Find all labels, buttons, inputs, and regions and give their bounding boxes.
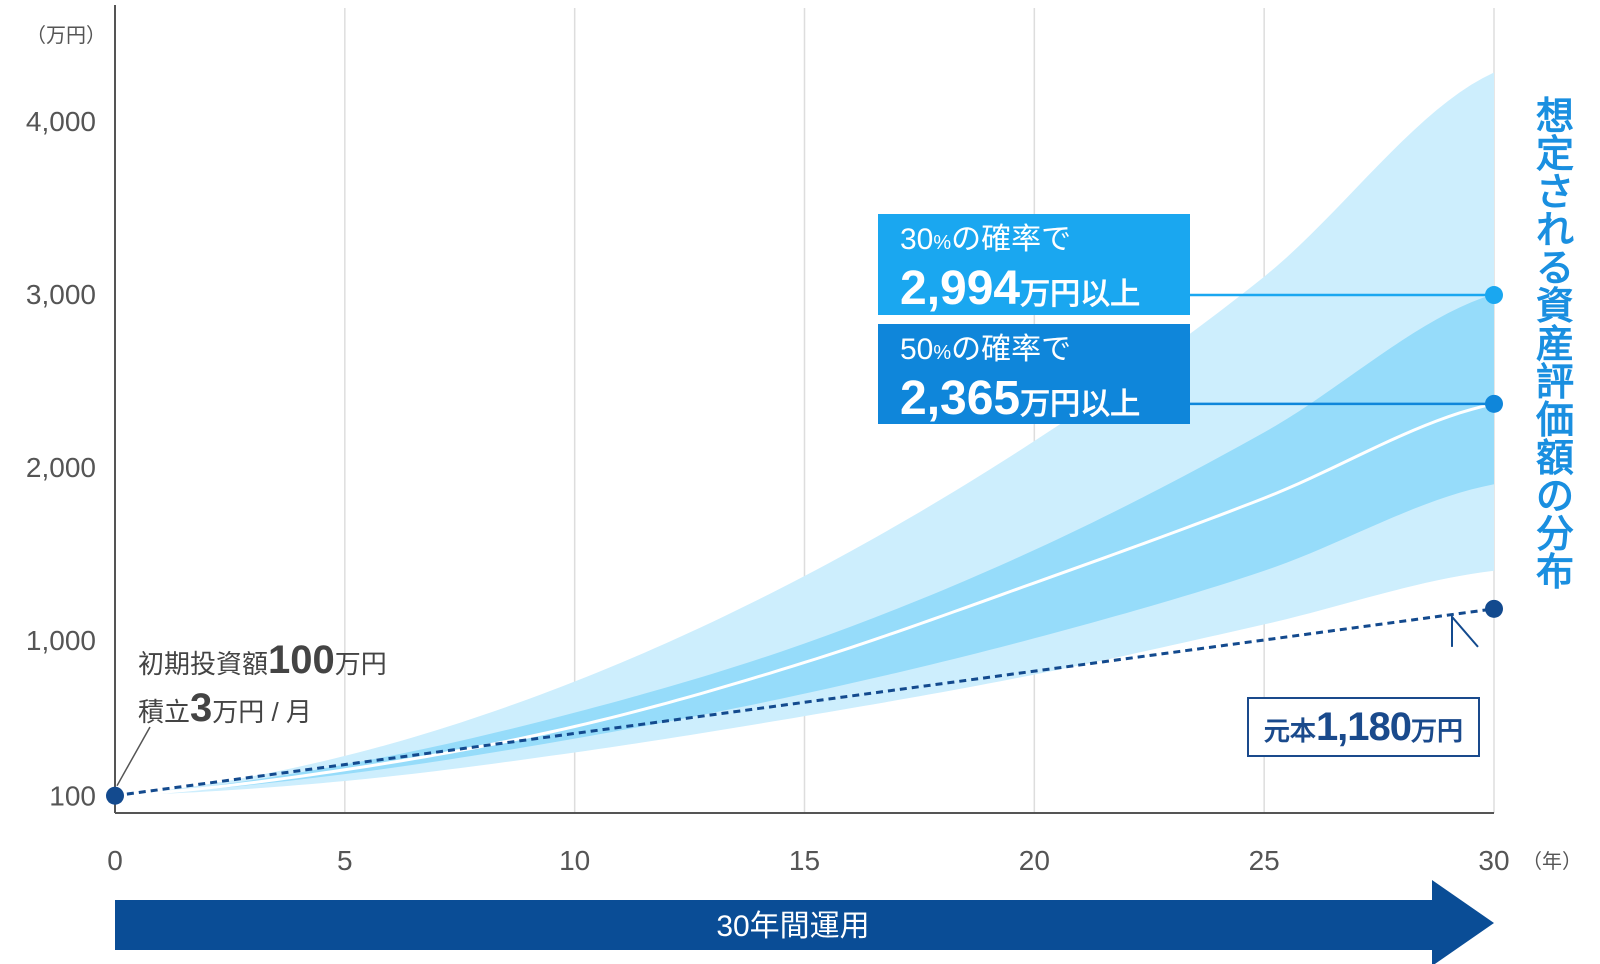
x-tick-label-25: 25 — [1249, 845, 1280, 876]
callout-connectors — [106, 286, 1503, 805]
principal-label: 元本1,180万円 — [1247, 697, 1480, 757]
distribution-label: 想定される資産評価額の分布 — [1533, 98, 1577, 592]
callout-50-prefix: 50 — [900, 333, 934, 366]
distribution-label-char: 産 — [1535, 324, 1574, 366]
distribution-bands — [115, 72, 1494, 796]
distribution-label-char: さ — [1535, 172, 1574, 214]
point-30-percent — [1485, 286, 1503, 305]
distribution-label-char: 額 — [1535, 438, 1574, 480]
y-tick-label-2000: 2,000 — [26, 452, 96, 483]
start-monthly-label: 積立 — [138, 697, 191, 727]
distribution-label-char: 布 — [1535, 552, 1574, 594]
callout-30-percent-sign: % — [933, 232, 952, 254]
callout-50-percent: 50%の確率で 2,365万円以上 — [878, 324, 1190, 425]
callout-30-value: 2,994 — [900, 262, 1021, 315]
distribution-label-char: 定 — [1535, 134, 1574, 176]
callout-50-unit: 万円以上 — [1020, 388, 1141, 421]
band-inner — [115, 294, 1494, 796]
x-tick-label-0: 0 — [107, 845, 123, 876]
principal-label-text: 元本 — [1263, 716, 1316, 746]
x-tick-label-5: 5 — [337, 845, 353, 876]
distribution-label-char: れ — [1535, 210, 1574, 252]
distribution-label-char: の — [1535, 476, 1574, 518]
distribution-label-char: 資 — [1535, 286, 1574, 328]
band-outer — [115, 72, 1494, 796]
y-tick-label-1000: 1,000 — [26, 625, 96, 656]
distribution-label-char: 評 — [1535, 362, 1574, 404]
series-lines — [114, 402, 1495, 798]
callout-30-percent: 30%の確率で 2,994万円以上 — [878, 214, 1190, 315]
period-arrow: 30年間運用 — [115, 880, 1494, 964]
distribution-label-char: 分 — [1535, 514, 1574, 556]
principal-value: 1,180 — [1315, 705, 1412, 749]
callout-30-text: の確率で — [951, 223, 1072, 256]
callout-30-prefix: 30 — [900, 223, 934, 256]
y-tick-label-100: 100 — [49, 781, 96, 812]
callout-50-percent-sign: % — [933, 342, 952, 364]
start-initial-unit: 万円 — [334, 649, 387, 679]
start-monthly-unit: 万円 / 月 — [212, 697, 312, 727]
callout-50-text: の確率で — [951, 333, 1072, 366]
period-arrow-label: 30年間運用 — [716, 910, 869, 943]
distribution-label-char: 価 — [1535, 400, 1574, 442]
x-tick-label-30: 30 — [1478, 845, 1509, 876]
axes — [114, 5, 1494, 814]
principal-pointer — [1451, 614, 1479, 648]
x-tick-label-20: 20 — [1019, 845, 1050, 876]
distribution-label-char: る — [1535, 248, 1574, 290]
point-principal — [1485, 599, 1503, 618]
principal-unit: 万円 — [1411, 716, 1464, 746]
y-axis-unit: （万円） — [26, 24, 106, 47]
y-tick-label-4000: 4,000 — [26, 106, 96, 137]
x-axis-unit: （年） — [1522, 850, 1582, 873]
start-initial-label: 初期投資額 — [138, 649, 269, 679]
x-tick-label-10: 10 — [559, 845, 590, 876]
callout-50-value: 2,365 — [900, 372, 1021, 425]
principal-line — [114, 607, 1495, 798]
tick-labels: 0 5 10 15 20 25 30 （年） 100 1,000 2,000 3,000 4,000 （万… — [26, 24, 1582, 876]
point-50-percent — [1485, 394, 1503, 413]
start-initial-value: 100 — [268, 638, 335, 682]
period-arrow-shape — [115, 880, 1494, 964]
y-tick-label-3000: 3,000 — [26, 279, 96, 310]
median-line — [114, 402, 1495, 798]
distribution-label-char: 想 — [1535, 96, 1574, 138]
start-leader-line — [116, 726, 151, 787]
point-start — [106, 786, 124, 805]
x-tick-label-15: 15 — [789, 845, 820, 876]
start-annotation: 初期投資額100万円 積立3万円 / 月 — [138, 638, 387, 734]
callout-30-unit: 万円以上 — [1020, 278, 1141, 311]
start-monthly-value: 3 — [190, 686, 213, 730]
